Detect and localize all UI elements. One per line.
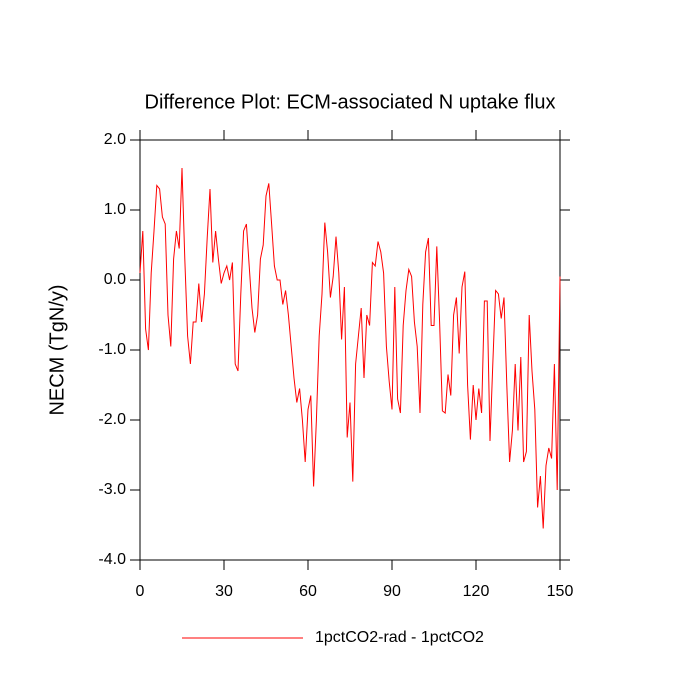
y-tick-label: 1.0	[104, 201, 126, 218]
chart-title: Difference Plot: ECM-associated N uptake…	[145, 91, 556, 113]
x-tick-label: 0	[136, 583, 145, 600]
x-tick-label: 150	[547, 583, 574, 600]
y-tick-label: 2.0	[104, 131, 126, 148]
plot-frame	[139, 139, 561, 561]
data-line	[139, 167, 561, 529]
y-tick-label: -1.0	[98, 341, 126, 358]
y-axis-label: NECM (TgN/y)	[46, 284, 68, 415]
y-tick-label: -4.0	[98, 551, 126, 568]
y-tick-label: -2.0	[98, 411, 126, 428]
x-tick-label: 120	[463, 583, 490, 600]
x-tick-label: 90	[383, 583, 401, 600]
y-tick-label: 0.0	[104, 271, 126, 288]
x-tick-label: 30	[215, 583, 233, 600]
legend-label: 1pctCO2-rad - 1pctCO2	[315, 629, 484, 646]
x-tick-label: 60	[299, 583, 317, 600]
y-tick-label: -3.0	[98, 481, 126, 498]
